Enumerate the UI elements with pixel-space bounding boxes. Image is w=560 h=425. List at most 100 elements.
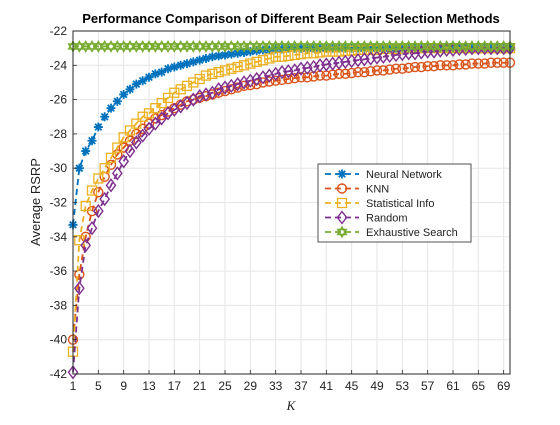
data-point-knn (460, 59, 471, 70)
data-point-knn (131, 128, 142, 140)
data-point-neural-network (138, 76, 148, 86)
x-tick-label: 21 (193, 379, 207, 393)
data-point-random (213, 82, 225, 97)
data-point-knn (466, 58, 478, 69)
data-point-random (130, 135, 142, 150)
data-point-statistical-info (238, 60, 250, 71)
data-point-statistical-info (188, 77, 199, 88)
legend[interactable]: Neural Network KNN Statistical Info Random E… (317, 163, 472, 243)
data-point-random (251, 71, 263, 87)
data-point-random (73, 281, 85, 296)
data-point-knn (365, 66, 376, 77)
x-tick-label: 25 (218, 379, 232, 393)
data-point-random (225, 78, 237, 94)
data-point-neural-network (233, 48, 243, 58)
legend-swatch-marker (336, 225, 348, 239)
data-point-statistical-info (181, 80, 193, 92)
data-point-statistical-info (137, 111, 148, 122)
data-point-knn (498, 57, 509, 68)
data-point-statistical-info (118, 132, 129, 143)
data-point-random (263, 68, 275, 83)
data-point-neural-network (169, 62, 179, 72)
data-point-statistical-info (131, 118, 142, 129)
data-point-statistical-info (74, 235, 85, 246)
tick-layer: 1 5 9 13 17 21 25 29 33 37 41 45 49 53 57 61 65 69 -42 -40 -… (50, 24, 511, 393)
data-point-neural-network (201, 53, 211, 63)
data-point-statistical-info (175, 84, 186, 95)
data-point-neural-network (226, 49, 236, 59)
data-point-knn (238, 80, 250, 92)
data-point-statistical-info (80, 200, 91, 212)
series-exhaustive-search (67, 40, 516, 53)
chart-title: Performance Comparison of Different Beam… (82, 11, 500, 26)
x-tick-label: 65 (472, 379, 486, 393)
series-line-random (72, 47, 510, 373)
data-point-statistical-info (264, 53, 275, 64)
data-point-knn (371, 65, 383, 76)
data-point-statistical-info (105, 152, 117, 164)
x-tick-label: 57 (421, 379, 435, 393)
data-point-statistical-info (213, 67, 224, 78)
data-point-random (149, 116, 161, 131)
data-point-neural-network (366, 43, 376, 53)
data-point-statistical-info (371, 44, 383, 56)
data-point-knn (384, 64, 395, 75)
legend-item-statistical-info: Statistical Info (325, 197, 434, 210)
data-point-neural-network (106, 103, 116, 113)
data-point-neural-network (290, 43, 300, 53)
data-point-knn (295, 72, 307, 83)
data-point-neural-network (334, 43, 344, 53)
x-tick-label: 45 (345, 379, 359, 393)
x-tick-label: 69 (497, 379, 511, 393)
data-point-neural-network (188, 57, 198, 67)
data-point-neural-network (264, 45, 274, 55)
data-point-knn (416, 61, 427, 73)
data-point-random (80, 238, 92, 253)
legend-item-neural-network: Neural Network (325, 169, 442, 181)
data-point-neural-network (119, 89, 129, 99)
data-point-random (219, 80, 231, 95)
series-layer (67, 40, 516, 380)
legend-label: Exhaustive Search (366, 227, 458, 239)
data-point-random (118, 154, 130, 169)
data-point-statistical-info (295, 49, 307, 60)
data-point-random (137, 128, 149, 143)
x-tick-label: 49 (370, 379, 384, 393)
data-point-neural-network (340, 43, 350, 53)
data-point-neural-network (359, 43, 369, 53)
data-point-neural-network (372, 43, 382, 53)
data-point-knn (473, 58, 484, 69)
data-point-random (105, 178, 117, 193)
legend-item-exhaustive-search: Exhaustive Search (325, 225, 458, 239)
hexagram-part (336, 228, 348, 239)
data-point-knn (409, 61, 421, 73)
data-point-random (111, 166, 123, 181)
data-point-statistical-info (257, 55, 269, 66)
data-point-random (200, 87, 212, 102)
legend-swatch-marker (336, 210, 348, 225)
x-tick-label: 41 (320, 379, 334, 393)
data-point-neural-network (486, 43, 496, 53)
x-tick-label: 61 (446, 379, 460, 393)
data-point-neural-network (347, 43, 357, 53)
y-tick-label: -38 (50, 298, 68, 312)
x-tick-label: 53 (396, 379, 410, 393)
data-point-neural-network (125, 84, 135, 94)
data-point-neural-network (416, 43, 426, 53)
legend-label: Random (366, 213, 408, 225)
data-point-knn (219, 85, 231, 97)
data-point-statistical-info (169, 87, 180, 98)
data-point-neural-network (112, 96, 122, 106)
data-point-random (99, 191, 111, 207)
data-point-random (270, 66, 282, 82)
x-tick-label: 13 (142, 379, 156, 393)
data-point-statistical-info (365, 44, 376, 56)
data-point-knn (403, 62, 414, 74)
data-point-neural-network (157, 67, 167, 77)
data-point-statistical-info (207, 68, 218, 80)
data-point-statistical-info (124, 125, 136, 136)
data-point-neural-network (467, 43, 477, 53)
data-point-neural-network (182, 59, 192, 69)
data-point-neural-network (296, 43, 306, 53)
x-tick-label: 33 (269, 379, 283, 393)
